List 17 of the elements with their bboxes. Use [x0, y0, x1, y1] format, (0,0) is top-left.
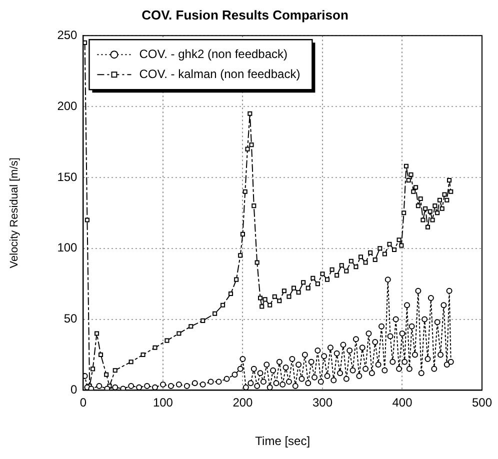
- x-tick-label: 400: [392, 396, 413, 410]
- legend-label: COV. - kalman (non feedback): [139, 66, 300, 81]
- y-tick-label: 100: [57, 240, 78, 255]
- legend-label: COV. - ghk2 (non feedback): [139, 46, 288, 61]
- y-tick-label: 250: [57, 28, 78, 42]
- x-tick-label: 0: [80, 396, 87, 410]
- x-tick-label: 100: [152, 396, 174, 410]
- y-tick-label: 150: [57, 170, 78, 184]
- chart-title: COV. Fusion Results Comparison: [142, 7, 348, 22]
- x-tick-label: 300: [312, 396, 333, 410]
- y-axis-title: Velocity Residual [m/s]: [8, 158, 21, 268]
- x-tick-label: 500: [472, 396, 492, 410]
- x-axis-title: Time [sec]: [255, 434, 310, 448]
- y-tick-label: 200: [57, 98, 78, 113]
- x-tick-label: 200: [232, 396, 254, 410]
- y-tick-label: 0: [70, 382, 78, 397]
- y-tick-label: 50: [64, 312, 78, 326]
